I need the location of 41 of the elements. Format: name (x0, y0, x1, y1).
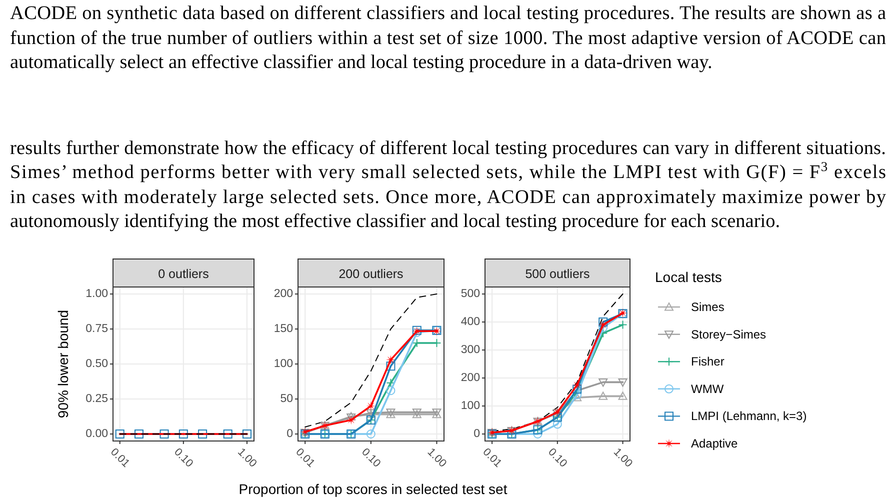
y-tick-label: 0 (286, 428, 293, 440)
x-tick-label: 0.10 (546, 446, 570, 470)
text: results further demonstrate how the efficacy of different local testing procedures can vary in different situations. (10, 138, 886, 159)
chart-title: 200 outliers (338, 267, 404, 281)
legend-label: Simes (691, 300, 724, 314)
chart-title: 500 outliers (525, 267, 590, 281)
x-tick-label: 1.00 (424, 446, 449, 470)
y-tick-label: 500 (460, 288, 480, 300)
x-axis-title: Proportion of top scores in selected test set (238, 481, 508, 497)
y-tick-label: 200 (274, 288, 293, 300)
y-tick-label: 0.00 (86, 428, 108, 440)
text: ACODE on synthetic data based on different classifiers and local testing procedures. The results are shown as a (10, 3, 886, 24)
x-tick-label: 1.00 (235, 446, 259, 470)
y-tick-label: 0 (474, 428, 480, 440)
x-tick-label: 0.10 (359, 446, 383, 470)
legend-label: Fisher (691, 354, 724, 369)
y-axis-title: 90% lower bound (55, 310, 71, 418)
legend-label: Adaptive (691, 436, 738, 450)
legend-label: Storey−Simes (691, 327, 766, 342)
y-tick-label: 300 (460, 344, 480, 356)
chart-title: 0 outliers (158, 267, 209, 281)
y-tick-label: 100 (274, 358, 293, 370)
text: autonomously identifying the most effective classifier and local testing procedure for each scenario. (10, 211, 780, 232)
legend-label: WMW (691, 382, 724, 396)
y-tick-label: 200 (460, 372, 480, 384)
y-tick-label: 100 (460, 400, 480, 412)
y-tick-label: 0.50 (86, 358, 108, 370)
y-tick-label: 0.75 (86, 323, 108, 335)
y-tick-label: 150 (274, 323, 293, 335)
text: Simes’ method performs better with very small selected sets, while the LMPI test with G(F) = F$^{3}$ excels (10, 158, 886, 183)
y-tick-label: 1.00 (86, 288, 108, 300)
y-tick-label: 50 (280, 393, 293, 405)
text: function of the true number of outliers within a test set of size 1000. The most adaptive version of ACODE can (10, 28, 886, 49)
legend-label: LMPI (Lehmann, k=3) (691, 409, 807, 424)
y-tick-label: 0.25 (86, 393, 108, 405)
legend-title: Local tests (655, 269, 722, 285)
x-tick-label: 1.00 (610, 446, 635, 470)
y-tick-label: 400 (460, 316, 480, 328)
text: automatically select an effective classifier and local testing procedure in a data-driven way. (10, 52, 712, 73)
text: in cases with moderately large selected sets. Once more, ACODE can approximately maximize power by (10, 187, 886, 208)
x-tick-label: 0.10 (172, 446, 196, 470)
